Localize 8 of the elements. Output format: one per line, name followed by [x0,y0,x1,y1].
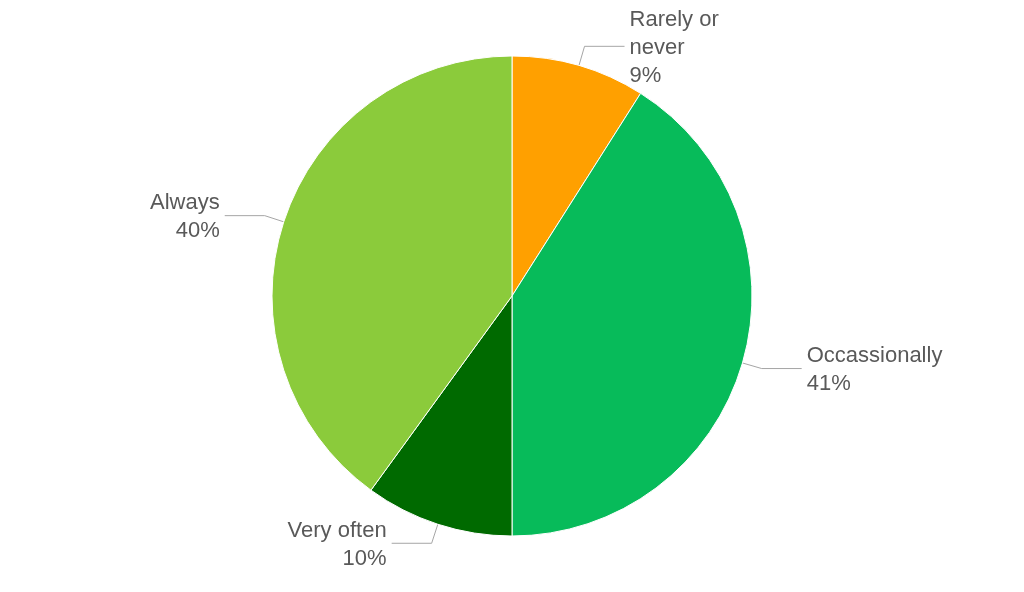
slice-label: Always [150,189,220,215]
slice-label: Very often [287,516,387,542]
slice-label: Occassionally [806,342,943,368]
data-label: 40% [175,217,220,243]
data-label: 9% [629,61,662,87]
data-label: 10% [342,544,387,570]
data-label: 41% [806,370,851,396]
slice-label: Rarely or never [629,5,725,59]
